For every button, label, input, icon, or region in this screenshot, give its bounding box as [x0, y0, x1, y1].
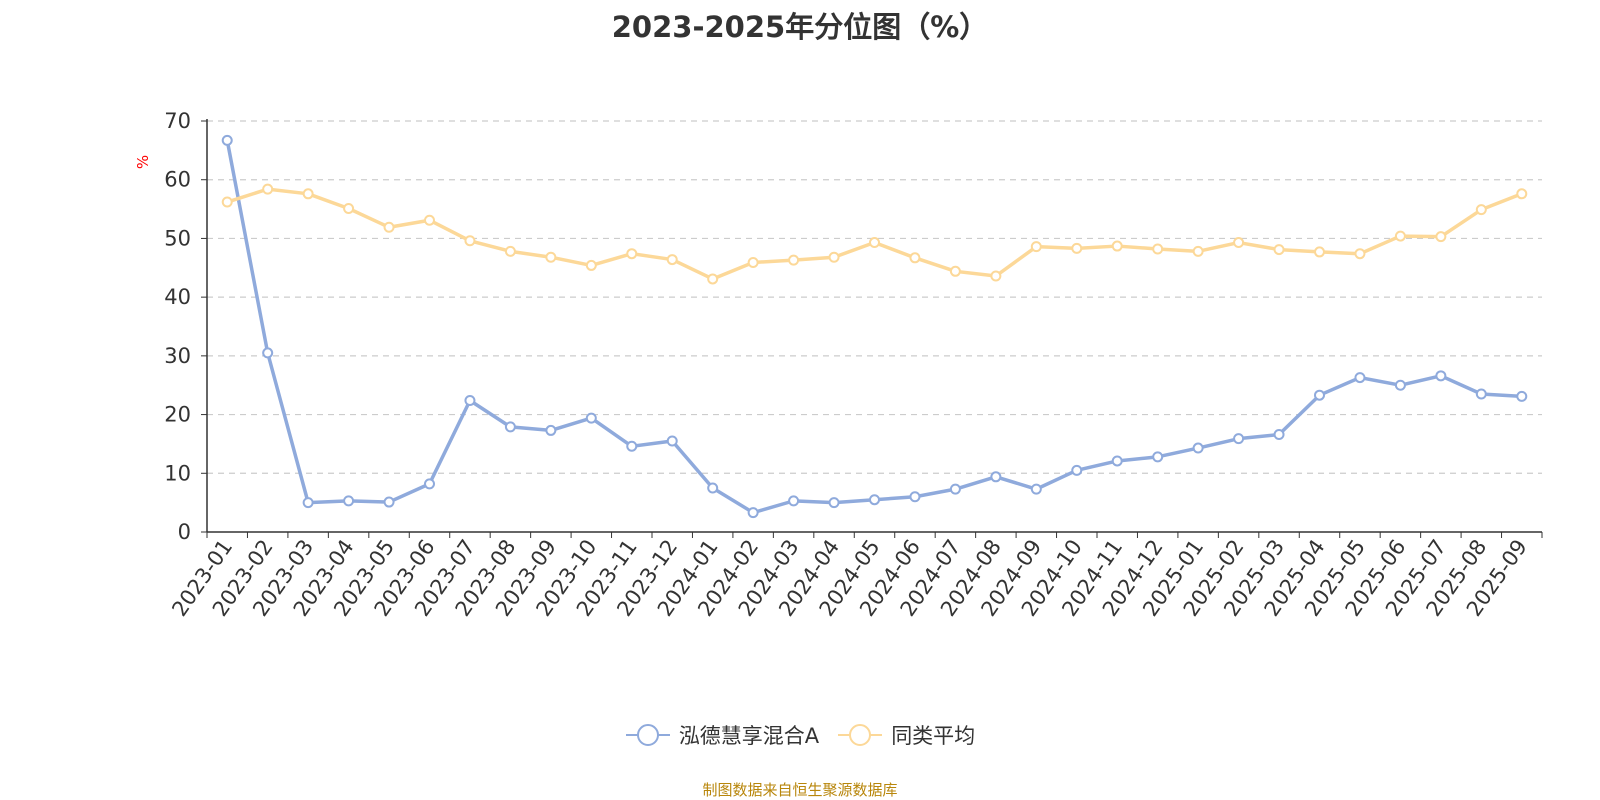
y-axis-label: %	[134, 155, 152, 169]
series-point-0	[1435, 370, 1447, 382]
legend-swatch-fund-icon	[625, 724, 670, 746]
series-point-0	[464, 394, 476, 406]
series-point-1	[1233, 237, 1245, 249]
series-point-0	[383, 496, 395, 508]
series-point-1	[1273, 244, 1285, 256]
series-line-1	[226, 187, 1523, 281]
series-point-1	[504, 245, 516, 257]
series-point-0	[828, 497, 840, 509]
series-point-1	[747, 257, 759, 269]
series-point-0	[1394, 379, 1406, 391]
series-point-1	[545, 251, 557, 263]
series-point-1	[1516, 188, 1528, 200]
series-point-1	[1192, 245, 1204, 257]
y-tick-label: 70	[164, 109, 191, 133]
series-point-1	[1111, 240, 1123, 252]
series-point-1	[1435, 231, 1447, 243]
series-point-1	[1475, 204, 1487, 216]
series-point-1	[302, 188, 314, 200]
series-point-1	[383, 221, 395, 233]
series-point-1	[828, 251, 840, 263]
series-point-0	[1111, 455, 1123, 467]
series-point-0	[788, 495, 800, 507]
series-point-0	[1233, 433, 1245, 445]
series-point-0	[990, 471, 1002, 483]
series-point-1	[1354, 248, 1366, 260]
y-tick-label: 40	[164, 285, 191, 309]
legend-label-average: 同类平均	[891, 724, 976, 748]
axis-layer: 010203040506070%2023-012023-022023-03202…	[134, 109, 1543, 621]
series-point-1	[707, 273, 719, 285]
chart-title: 2023-2025年分位图（%）	[611, 10, 989, 44]
series-point-1	[262, 183, 274, 195]
y-tick-label: 0	[178, 520, 191, 544]
series-point-0	[1354, 372, 1366, 384]
series-point-1	[1030, 241, 1042, 253]
series-point-0	[1071, 464, 1083, 476]
legend-label-fund: 泓德慧享混合A	[678, 724, 820, 748]
series-point-0	[1273, 429, 1285, 441]
series-point-1	[585, 259, 597, 271]
y-tick-label: 20	[164, 403, 191, 427]
y-tick-label: 30	[164, 344, 191, 368]
y-tick-label: 50	[164, 226, 191, 250]
series-point-1	[1394, 230, 1406, 242]
series-point-1	[1152, 243, 1164, 255]
series-point-0	[504, 421, 516, 433]
series-point-0	[585, 412, 597, 424]
series-point-0	[949, 483, 961, 495]
legend: 泓德慧享混合A 同类平均	[0, 720, 1600, 750]
series-point-0	[221, 134, 233, 146]
series-point-0	[869, 494, 880, 506]
series-point-0	[707, 482, 719, 494]
series-point-0	[626, 440, 638, 452]
series-point-0	[302, 497, 314, 509]
series-point-0	[262, 347, 274, 359]
series-point-1	[666, 254, 678, 266]
series-point-0	[1152, 451, 1164, 463]
series-point-1	[869, 237, 880, 249]
series-point-0	[424, 478, 435, 490]
series-point-1	[909, 252, 921, 264]
series-point-1	[424, 214, 435, 226]
legend-swatch-average-icon	[838, 724, 883, 746]
series-point-0	[1314, 389, 1325, 401]
series-layer	[221, 134, 1528, 519]
grid-layer	[207, 120, 1542, 474]
series-point-0	[1516, 390, 1528, 402]
source-note: 制图数据来自恒生聚源数据库	[702, 781, 898, 799]
legend-item-average[interactable]: 同类平均	[837, 720, 975, 750]
series-point-1	[464, 235, 476, 247]
legend-item-fund[interactable]: 泓德慧享混合A	[625, 720, 819, 750]
y-tick-label: 60	[164, 168, 191, 192]
series-point-1	[990, 270, 1002, 282]
series-point-1	[1314, 246, 1325, 258]
series-point-0	[1192, 442, 1204, 454]
series-point-0	[343, 495, 355, 507]
series-point-0	[1475, 388, 1487, 400]
series-line-0	[225, 140, 1522, 515]
series-point-1	[626, 248, 638, 260]
series-point-1	[343, 202, 355, 214]
series-point-0	[1030, 483, 1042, 495]
y-tick-label: 10	[164, 461, 191, 485]
series-point-0	[666, 435, 678, 447]
series-point-1	[1071, 242, 1083, 254]
series-point-1	[949, 265, 961, 277]
series-point-0	[545, 424, 557, 436]
series-point-0	[747, 507, 759, 519]
series-point-1	[221, 196, 233, 208]
series-point-1	[788, 254, 800, 266]
series-point-0	[909, 491, 921, 503]
